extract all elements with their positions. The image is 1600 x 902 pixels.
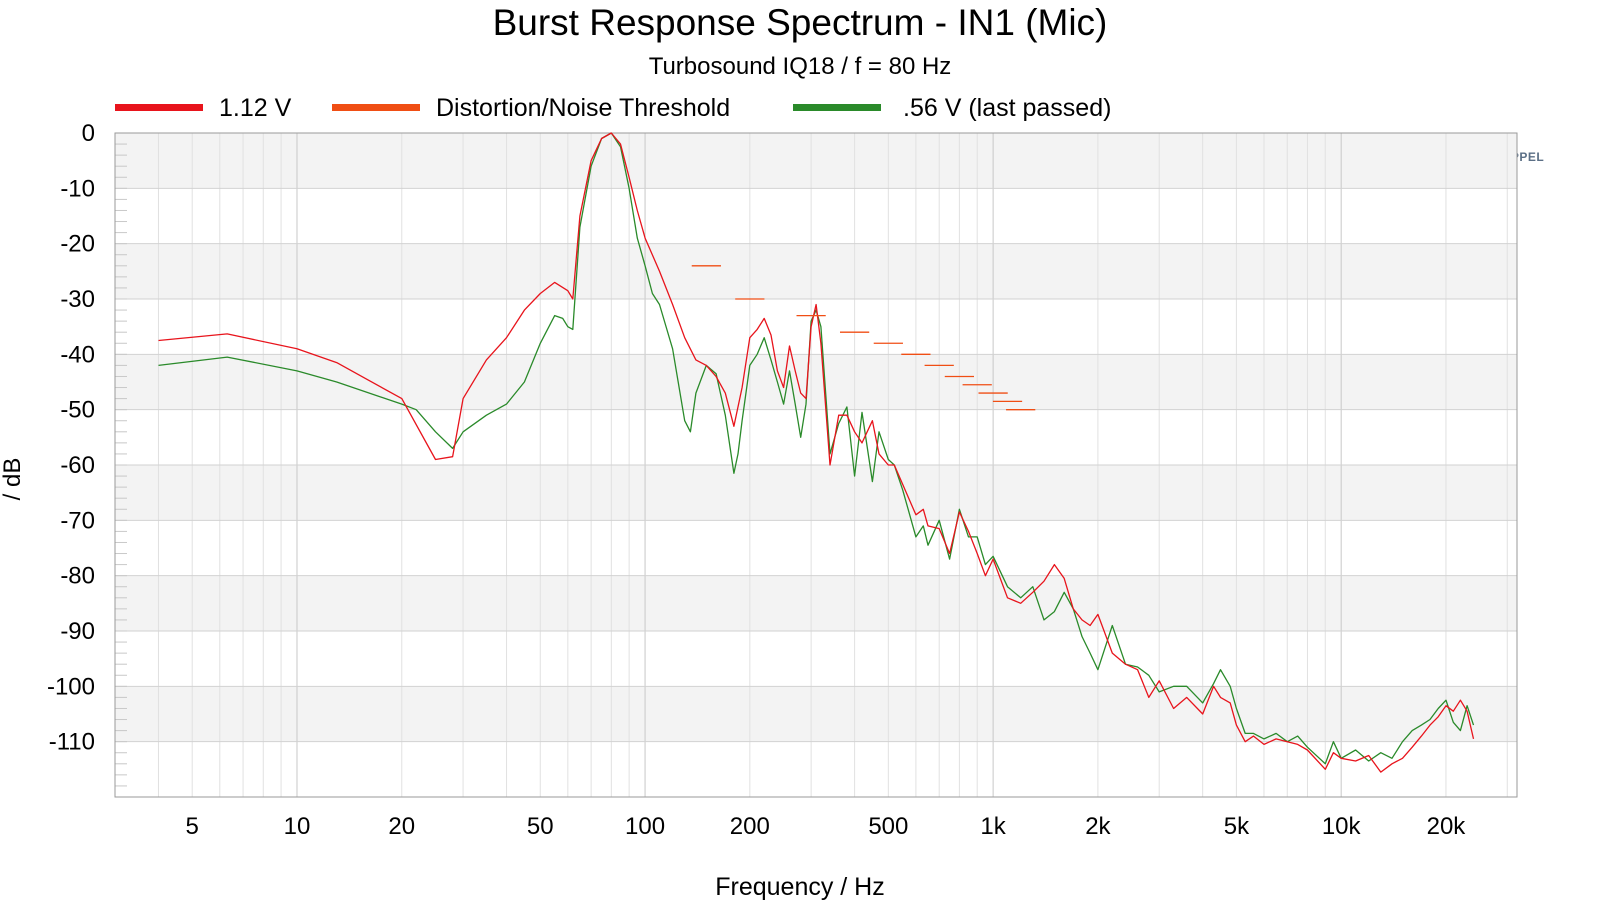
plot-band [115, 188, 1517, 244]
plot-band [115, 409, 1517, 465]
y-tick-label: -110 [49, 729, 95, 756]
y-tick-label: -20 [60, 231, 95, 258]
x-axis-label: Frequency / Hz [715, 873, 885, 901]
plot-band [115, 575, 1517, 631]
x-tick-label: 20 [388, 813, 415, 840]
x-tick-label: 10k [1322, 813, 1362, 840]
y-tick-label: -10 [60, 175, 95, 202]
plot-lines [158, 132, 1475, 773]
y-tick-label: 0 [82, 120, 95, 147]
legend-label-threshold: Distortion/Noise Threshold [436, 94, 731, 122]
legend-label-red: 1.12 V [219, 94, 292, 122]
legend-swatch-red [115, 104, 203, 111]
plot-band [115, 741, 1517, 797]
x-tick-label: 5k [1224, 813, 1250, 840]
plot-band [115, 520, 1517, 576]
plot-band [115, 133, 1517, 189]
legend-swatch-threshold [332, 104, 420, 111]
x-tick-label: 100 [625, 813, 665, 840]
plot-frame [114, 132, 1518, 798]
series-line-0 [158, 132, 1475, 773]
y-tick-label: -40 [60, 341, 95, 368]
y-tick-label: -70 [60, 507, 95, 534]
x-tick-label: 10 [284, 813, 311, 840]
plot-tick-labels: 5 10 20 50 100 200 500 1k 2k 5k 10k 20k 0 -10 -20 -30 -4… [47, 120, 1466, 840]
x-tick-label: 200 [730, 813, 770, 840]
x-tick-label: 5 [186, 813, 199, 840]
plot-band [115, 465, 1517, 521]
legend-swatch-green [793, 104, 881, 111]
x-tick-label: 50 [527, 813, 554, 840]
plot-bands [115, 133, 1517, 797]
x-tick-label: 1k [980, 813, 1006, 840]
y-tick-label: -50 [60, 397, 95, 424]
legend-label-green: .56 V (last passed) [903, 94, 1112, 122]
x-tick-label: 2k [1085, 813, 1111, 840]
plot-band [115, 243, 1517, 299]
plot-band [115, 631, 1517, 687]
y-tick-label: -90 [60, 618, 95, 645]
y-tick-label: -60 [60, 452, 95, 479]
chart-legend: 1.12 V Distortion/Noise Threshold .56 V … [0, 92, 1600, 124]
x-tick-label: 500 [868, 813, 908, 840]
plot-grid [114, 132, 1517, 798]
y-tick-label: -80 [60, 563, 95, 590]
plot-band [115, 686, 1517, 742]
plot-band [115, 354, 1517, 410]
chart-title: Burst Response Spectrum - IN1 (Mic) [492, 2, 1108, 43]
y-tick-label: -30 [60, 286, 95, 313]
chart-subtitle: Turbosound IQ18 / f = 80 Hz [648, 53, 952, 80]
y-tick-label: -100 [47, 673, 95, 700]
x-tick-label: 20k [1427, 813, 1467, 840]
